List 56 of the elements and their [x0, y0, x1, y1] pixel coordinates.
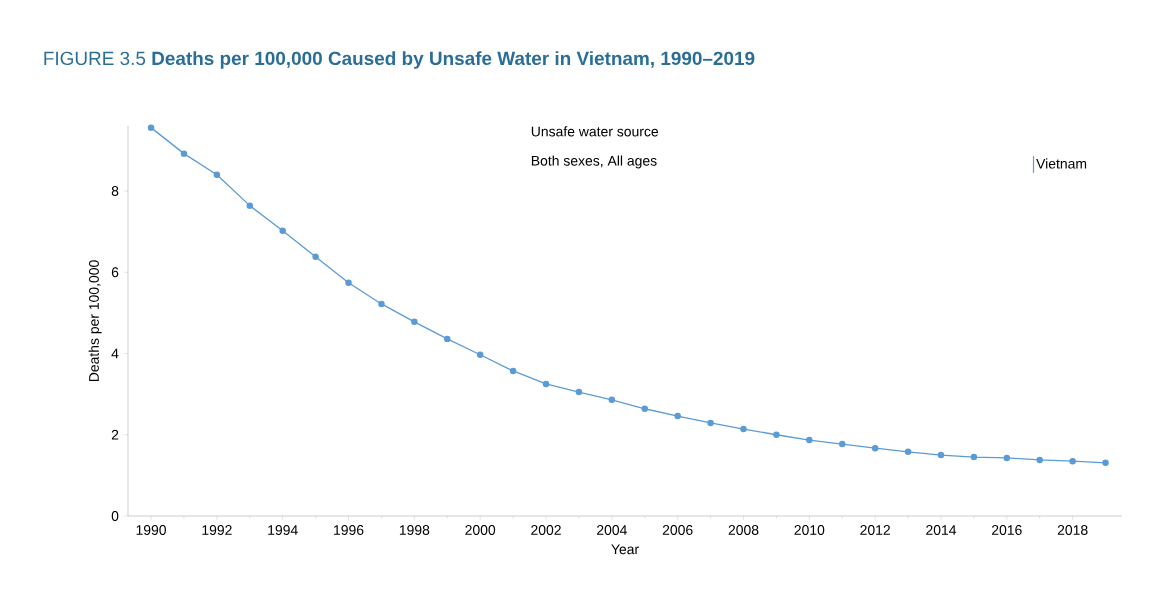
point [1069, 457, 1076, 465]
point [806, 436, 813, 444]
point [1036, 456, 1043, 464]
point [707, 419, 714, 427]
point [411, 318, 418, 326]
point [608, 396, 616, 404]
annotation: Both sexes, All ages [531, 155, 657, 169]
x-tick-label: 2018 [1057, 525, 1088, 535]
y-tick-label: 6 [111, 267, 119, 278]
point [476, 351, 484, 358]
point [937, 451, 945, 459]
point [674, 412, 681, 420]
annotation: Unsafe water source [531, 126, 659, 137]
legend-label: Vietnam [1036, 158, 1087, 169]
x-tick-label: 2012 [860, 525, 890, 535]
point [839, 440, 846, 448]
point [378, 300, 385, 308]
x-tick-label: 1990 [136, 525, 167, 535]
x-tick-label: 2004 [597, 525, 627, 535]
point [542, 380, 550, 388]
point [312, 253, 319, 261]
x-tick-label: 2008 [728, 525, 759, 535]
x-tick-label: 2006 [662, 525, 693, 535]
point [1102, 459, 1109, 467]
point [444, 335, 451, 343]
point [213, 171, 221, 178]
point [641, 405, 648, 412]
point [773, 431, 780, 438]
point [575, 388, 583, 396]
x-tick-label: 2010 [794, 525, 825, 535]
point [246, 202, 254, 209]
point [740, 425, 747, 433]
x-tick-label: 1996 [334, 525, 364, 535]
point [147, 124, 155, 131]
y-tick-label: 0 [111, 511, 119, 521]
x-tick-label: 2016 [992, 525, 1022, 535]
x-tick-label: 2000 [465, 525, 496, 535]
x-axis-title: Year [611, 544, 639, 555]
chart-title: FIGURE 3.5 Deaths per 100,000 Caused by Unsafe Water in Vietnam, 1990–2019 [44, 51, 755, 69]
point [345, 279, 352, 287]
point [279, 227, 286, 235]
point [1003, 454, 1011, 462]
x-tick-label: 2002 [531, 525, 561, 535]
y-tick-label: 2 [111, 429, 119, 440]
y-tick-label: 8 [111, 186, 119, 196]
x-tick-label: 1992 [202, 525, 232, 535]
x-tick-label: 1998 [399, 525, 430, 535]
point [871, 444, 879, 452]
x-tick-label: 2014 [926, 525, 957, 535]
point [509, 367, 517, 375]
point [970, 453, 978, 461]
y-tick-label: 4 [111, 348, 119, 359]
x-tick-label: 1994 [268, 525, 298, 535]
point [904, 448, 912, 456]
y-axis-title: Deaths per 100,000 [88, 260, 102, 382]
point [180, 150, 188, 157]
